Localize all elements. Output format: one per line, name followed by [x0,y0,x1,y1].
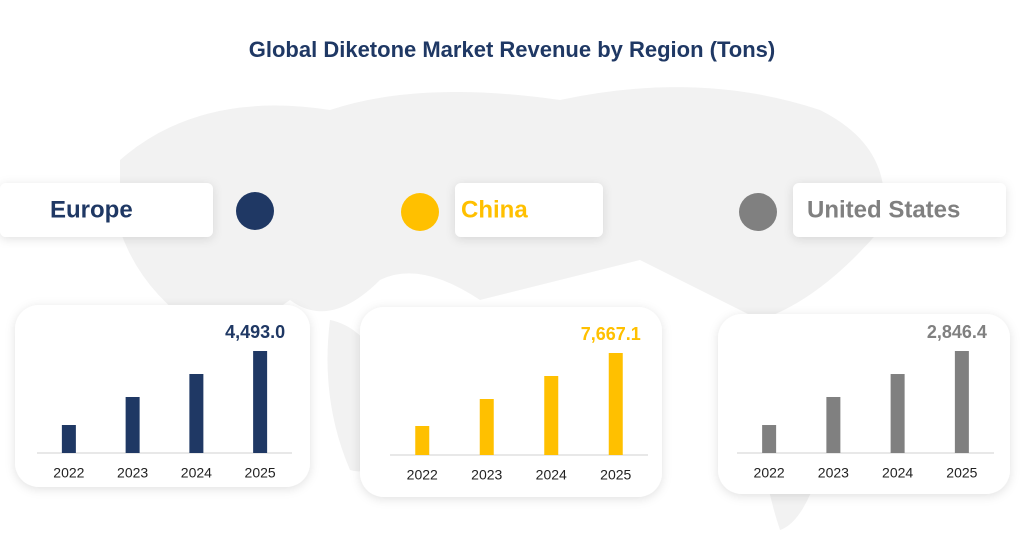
bar [479,399,494,455]
region-name: China [461,196,528,223]
x-tick-label: 2022 [53,465,84,481]
x-tick-label: 2025 [600,467,631,483]
region-name: United States [807,196,960,223]
x-tick-label: 2024 [536,467,567,483]
x-tick-label: 2025 [245,465,276,481]
bar [415,425,430,455]
bar [61,425,76,453]
bar [608,353,623,455]
bar [189,373,204,453]
region-card [793,183,1006,237]
bar [762,425,777,453]
region-name: Europe [50,196,133,223]
value-label: 4,493.0 [225,322,285,342]
region-dot [401,193,439,231]
x-tick-label: 2023 [818,465,849,481]
region-dot [236,192,274,230]
bar [125,396,140,453]
chart-card [718,314,1010,494]
region-card [455,183,603,237]
chart-card [360,307,662,497]
x-tick-label: 2022 [754,465,785,481]
x-tick-label: 2025 [946,465,977,481]
bar [890,374,905,453]
chart-card [15,305,310,487]
bar [544,376,559,455]
main-title: Global Diketone Market Revenue by Region… [249,37,775,62]
x-tick-label: 2023 [471,467,502,483]
bar [253,351,268,453]
region-card [0,183,213,237]
x-tick-label: 2024 [181,465,212,481]
region-dot [739,193,777,231]
value-label: 7,667.1 [581,324,641,344]
x-tick-label: 2024 [882,465,913,481]
bar [954,351,969,453]
bar [826,396,841,453]
x-tick-label: 2023 [117,465,148,481]
x-tick-label: 2022 [407,467,438,483]
value-label: 2,846.4 [927,322,987,342]
